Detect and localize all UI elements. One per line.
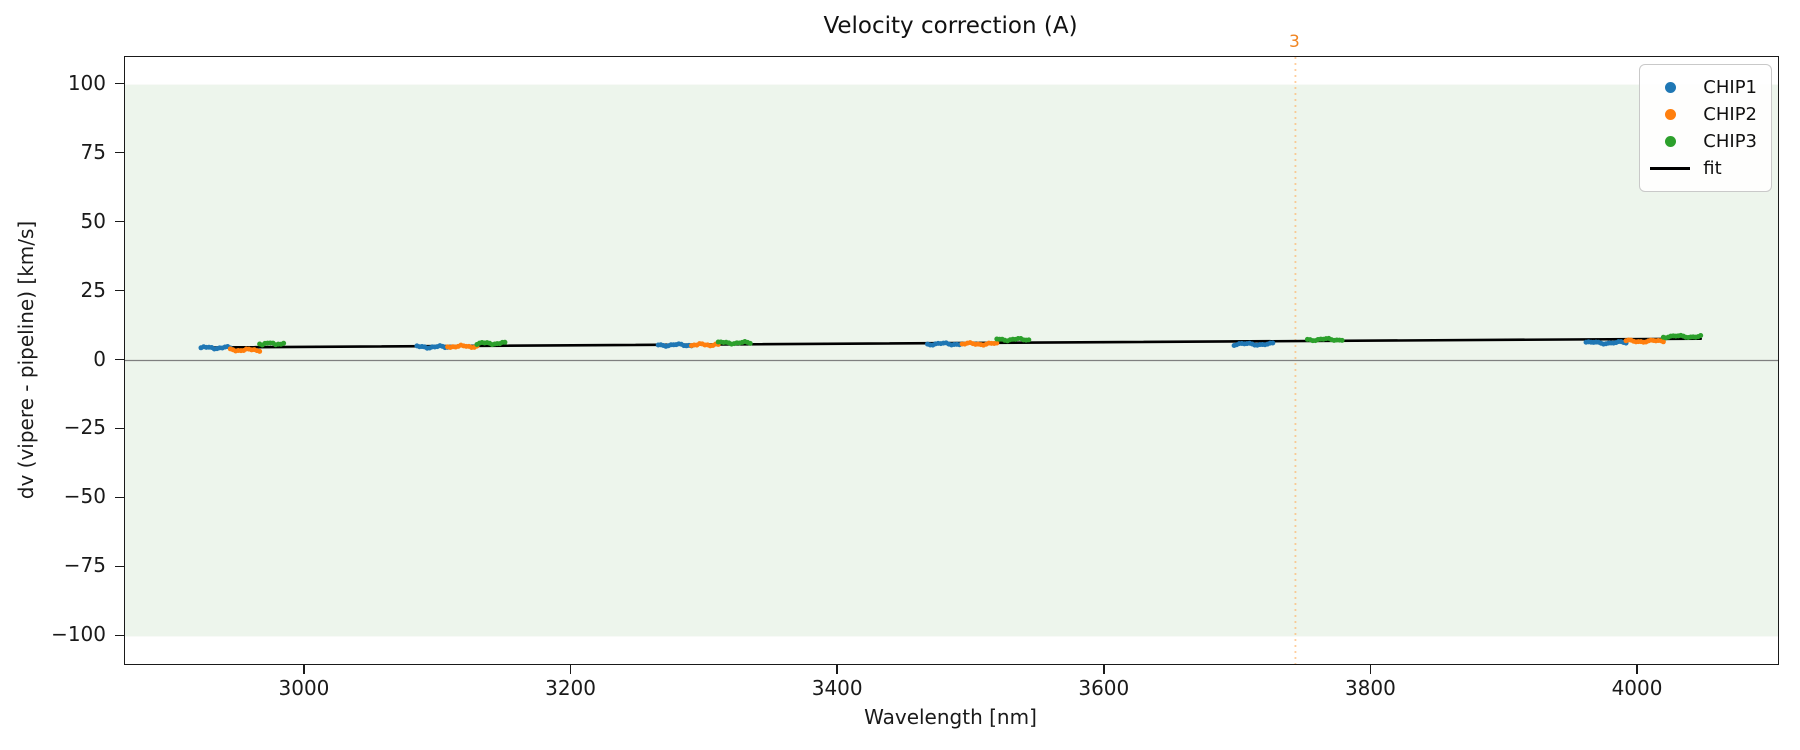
legend-line-icon [1650, 167, 1691, 170]
legend-item-fit: fit [1650, 155, 1757, 182]
y-tick-label: −75 [63, 553, 106, 578]
y-tick-label: 100 [67, 70, 106, 95]
legend-marker [1650, 136, 1690, 147]
data-point-chip2 [257, 348, 263, 354]
y-tick-mark [115, 220, 124, 223]
data-point-chip3 [1698, 332, 1704, 338]
x-tick-label: 3400 [811, 676, 863, 700]
chart-title: Velocity correction (A) [823, 13, 1078, 39]
y-axis-label: dv (vipere - pipeline) [km/s] [14, 220, 38, 500]
data-point-chip3 [281, 340, 287, 346]
x-tick-mark [1636, 665, 1638, 674]
legend-marker [1650, 109, 1690, 120]
x-tick-label: 4000 [1611, 676, 1663, 700]
y-tick-mark [115, 496, 124, 499]
data-point-chip2 [1660, 339, 1666, 345]
data-point-chip3 [502, 339, 508, 345]
legend-marker [1650, 167, 1691, 170]
y-tick-label: −100 [51, 622, 106, 647]
y-tick-label: 25 [80, 277, 106, 302]
y-tick-label: −25 [63, 415, 106, 440]
y-tick-label: 50 [80, 208, 106, 233]
x-tick-mark [836, 665, 838, 674]
y-tick-label: 0 [93, 346, 106, 371]
legend-dot-icon [1664, 109, 1676, 120]
data-point-chip3 [747, 340, 753, 346]
y-tick-mark [115, 565, 124, 568]
y-tick-mark [115, 358, 124, 361]
y-tick-mark [115, 634, 124, 637]
x-tick-mark [1369, 665, 1372, 674]
plot-canvas [125, 57, 1778, 664]
legend-marker [1650, 82, 1690, 93]
legend-label: CHIP3 [1703, 131, 1757, 152]
x-tick-mark [1103, 665, 1105, 674]
y-tick-mark [115, 151, 124, 154]
data-point-chip3 [1339, 337, 1345, 343]
vline-label: 3 [1289, 32, 1300, 52]
data-point-chip3 [1026, 337, 1032, 343]
legend-label: CHIP2 [1703, 104, 1757, 125]
legend-dot-icon [1664, 136, 1676, 147]
legend-label: fit [1703, 158, 1722, 179]
x-tick-mark [569, 665, 572, 674]
legend-label: CHIP1 [1703, 77, 1757, 98]
y-tick-mark [115, 289, 124, 292]
plot-area [124, 56, 1779, 665]
legend-item-chip2: CHIP2 [1650, 101, 1757, 128]
x-tick-label: 3000 [278, 676, 330, 700]
legend-dot-icon [1664, 82, 1676, 93]
y-tick-mark [115, 82, 124, 85]
x-tick-label: 3800 [1344, 676, 1396, 700]
x-axis-label: Wavelength [nm] [864, 705, 1037, 729]
data-point-chip1 [1270, 340, 1276, 346]
y-tick-label: 75 [80, 139, 106, 164]
x-tick-label: 3200 [545, 676, 597, 700]
x-tick-label: 3600 [1078, 676, 1130, 700]
y-tick-label: −50 [63, 484, 106, 509]
legend-item-chip1: CHIP1 [1650, 74, 1757, 101]
y-tick-mark [115, 427, 124, 430]
legend: CHIP1 CHIP2 CHIP3 fit [1639, 64, 1772, 192]
legend-item-chip3: CHIP3 [1650, 128, 1757, 155]
x-tick-mark [303, 665, 305, 674]
data-point-chip2 [994, 340, 1000, 346]
